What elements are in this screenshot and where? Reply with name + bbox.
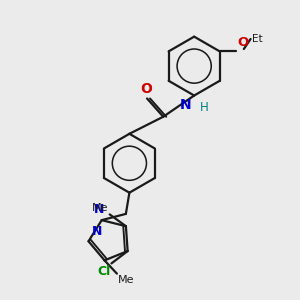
- Text: O: O: [140, 82, 152, 96]
- Text: N: N: [92, 225, 102, 238]
- Text: H: H: [200, 101, 208, 114]
- Text: Me: Me: [118, 275, 135, 285]
- Text: N: N: [94, 203, 105, 216]
- Text: Cl: Cl: [97, 265, 110, 278]
- Text: Me: Me: [92, 202, 109, 213]
- Text: N: N: [180, 98, 192, 112]
- Text: O: O: [237, 36, 249, 49]
- Text: Et: Et: [252, 34, 263, 44]
